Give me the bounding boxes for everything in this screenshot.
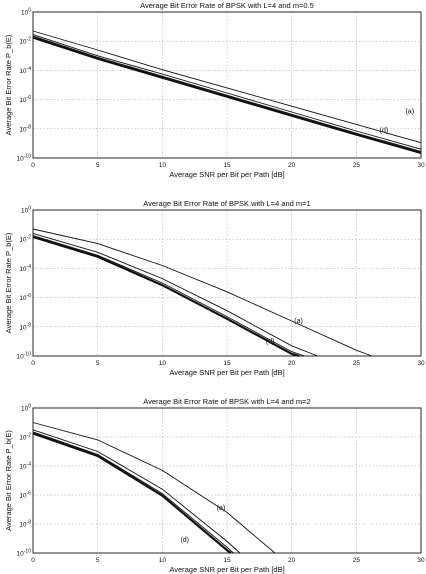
curve-annotation: (a): [405, 108, 414, 115]
x-tick-label: 20: [288, 162, 296, 169]
y-axis-label: Average Bit Error Rate P_b(E): [4, 34, 13, 135]
y-tick-label: 10-6: [19, 95, 31, 104]
y-tick-label: 10-10: [17, 154, 32, 163]
series-line-1: [32, 30, 422, 144]
y-tick-label: 10-4: [19, 264, 31, 273]
series-line-2: [32, 34, 422, 150]
y-tick-label: 100: [21, 206, 31, 215]
x-tick-label: 20: [288, 557, 296, 564]
chart-panel-3: 0 5 10 15 20 25 30 100 10-2 10-4 10-6 10-8 10-10 (a) (…: [4, 397, 425, 574]
x-tick-label: 5: [96, 162, 100, 169]
y-tick-label: 10-2: [19, 235, 31, 244]
x-tick-label: 20: [288, 360, 296, 367]
y-tick-label: 10-8: [19, 520, 31, 529]
y-tick-label: 10-10: [17, 352, 32, 361]
chart-panel-1: 0 5 10 15 20 25 30 100 10-2 10-4 10-6 10-8 10-10 (a) (…: [4, 1, 425, 179]
curve-annotation: (d): [380, 127, 389, 134]
x-tick-label: 10: [159, 360, 167, 367]
x-axis-label: Average SNR per Bit per Path [dB]: [169, 170, 284, 179]
x-tick-label: 30: [417, 162, 425, 169]
series-line-4: [32, 432, 232, 554]
series-line-4: [32, 235, 300, 358]
y-tick-label: 10-4: [19, 462, 31, 471]
x-tick-label: 10: [159, 162, 167, 169]
y-tick-label: 10-8: [19, 124, 31, 133]
x-tick-label: 15: [223, 162, 231, 169]
series-line-1: [32, 228, 373, 357]
x-axis-label: Average SNR per Bit per Path [dB]: [169, 565, 284, 574]
y-axis-label: Average Bit Error Rate P_b(E): [4, 430, 13, 531]
y-tick-label: 10-10: [17, 549, 32, 558]
y-axis-label: Average Bit Error Rate P_b(E): [4, 232, 13, 333]
x-tick-label: 25: [353, 557, 361, 564]
series-line-3: [32, 235, 305, 357]
x-tick-label: 0: [31, 557, 35, 564]
x-tick-label: 15: [223, 557, 231, 564]
x-tick-label: 5: [96, 360, 100, 367]
series-line-2: [32, 232, 318, 357]
plot-frame: [32, 11, 422, 159]
y-tick-label: 10-6: [19, 293, 31, 302]
x-tick-label: 30: [417, 557, 425, 564]
x-tick-label: 5: [96, 557, 100, 564]
chart-title: Average Bit Error Rate of BPSK with L=4 …: [143, 397, 310, 406]
x-tick-label: 30: [417, 360, 425, 367]
series-line-3: [32, 35, 422, 152]
x-axis-label: Average SNR per Bit per Path [dB]: [169, 368, 284, 377]
y-tick-label: 10-6: [19, 491, 31, 500]
series-line-4: [32, 36, 422, 154]
chart-panel-2: 0 5 10 15 20 25 30 100 10-2 10-4 10-6 10-8 10-10 (a) (…: [4, 199, 425, 377]
y-tick-label: 10-4: [19, 66, 31, 75]
x-tick-label: 10: [159, 557, 167, 564]
chart-title: Average Bit Error Rate of BPSK with L=4 …: [140, 1, 314, 10]
series-line-1: [32, 422, 276, 554]
curve-annotation: (d): [266, 338, 275, 345]
plot-frame: [32, 407, 422, 554]
y-tick-label: 10-2: [19, 37, 31, 46]
x-tick-label: 25: [353, 162, 361, 169]
x-tick-label: 15: [223, 360, 231, 367]
x-tick-label: 0: [31, 162, 35, 169]
y-tick-label: 100: [21, 404, 31, 413]
series-line-3: [32, 431, 234, 554]
curve-annotation: (a): [217, 505, 226, 512]
chart-title: Average Bit Error Rate of BPSK with L=4 …: [143, 199, 310, 208]
plot-frame: [32, 209, 422, 357]
series-line-2: [32, 429, 241, 554]
curve-annotation: (d): [180, 537, 189, 544]
y-tick-label: 10-8: [19, 322, 31, 331]
x-tick-label: 0: [31, 360, 35, 367]
curve-annotation: (a): [294, 318, 303, 325]
y-tick-label: 100: [21, 8, 31, 17]
y-tick-label: 10-2: [19, 433, 31, 442]
x-tick-label: 25: [353, 360, 361, 367]
